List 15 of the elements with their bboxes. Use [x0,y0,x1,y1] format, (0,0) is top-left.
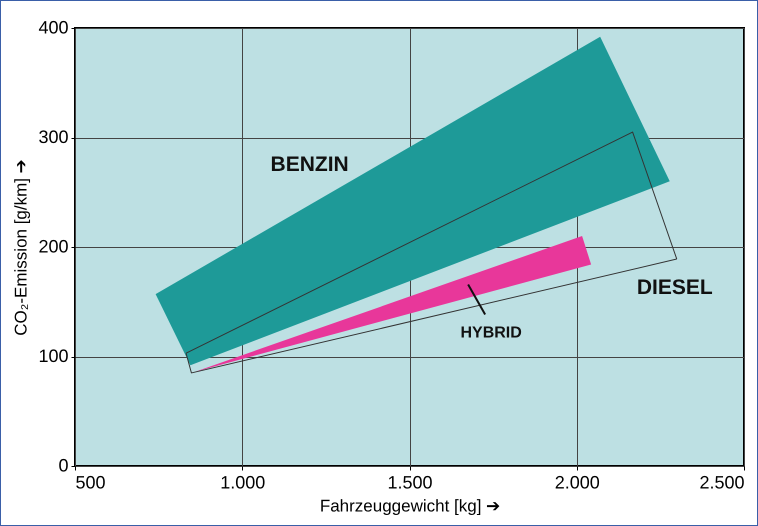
x-axis-title: Fahrzeuggewicht [kg] ➔ [320,496,500,516]
series-label: HYBRID [460,324,522,342]
y-tick-label: 100 [38,346,68,366]
x-tick-label: 2.500 [699,472,744,492]
y-axis-title: CO₂-Emission [g/km] ➔ [11,159,30,336]
x-tick-label: 1.500 [387,472,433,492]
x-tick-label: 500 [76,472,106,492]
x-tick-label: 2.000 [554,472,600,492]
series-label: DIESEL [636,276,713,300]
y-tick-label: 300 [38,127,68,147]
series-label: BENZIN [270,153,349,176]
y-tick-label: 200 [38,236,68,256]
y-tick-label: 400 [38,18,68,38]
y-tick-label: 0 [58,456,68,476]
x-tick-label: 1.000 [220,472,266,492]
